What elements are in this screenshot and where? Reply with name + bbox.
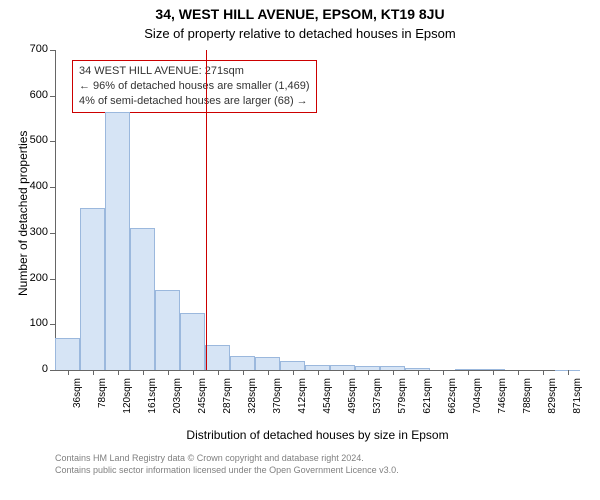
reference-line [206,50,207,370]
x-tick-label: 454sqm [322,378,333,420]
chart-subtitle: Size of property relative to detached ho… [0,26,600,41]
x-tick-label: 287sqm [222,378,233,420]
annotation-line-2: ← 96% of detached houses are smaller (1,… [79,79,310,94]
chart-title: 34, WEST HILL AVENUE, EPSOM, KT19 8JU [0,6,600,22]
x-tick-label: 537sqm [372,378,383,420]
x-tick-label: 370sqm [272,378,283,420]
y-tick-label: 100 [20,317,48,329]
x-tick-mark [243,370,244,375]
x-tick-label: 245sqm [197,378,208,420]
histogram-bar [55,338,80,370]
y-axis-line [55,50,56,370]
histogram-bar [105,112,130,370]
y-tick-label: 500 [20,134,48,146]
x-tick-label: 36sqm [72,378,83,420]
x-tick-label: 621sqm [422,378,433,420]
x-tick-mark [268,370,269,375]
x-tick-mark [418,370,419,375]
y-tick-label: 700 [20,43,48,55]
x-tick-mark [293,370,294,375]
x-tick-mark [543,370,544,375]
x-tick-mark [343,370,344,375]
y-tick-label: 300 [20,226,48,238]
x-tick-mark [568,370,569,375]
histogram-bar [155,290,180,370]
x-tick-label: 328sqm [247,378,258,420]
histogram-bar [205,345,230,370]
x-tick-label: 788sqm [522,378,533,420]
x-tick-label: 579sqm [397,378,408,420]
x-tick-label: 120sqm [122,378,133,420]
histogram-bar [130,228,155,370]
histogram-bar [280,361,305,370]
footer-line-1: Contains HM Land Registry data © Crown c… [55,452,399,464]
x-tick-label: 829sqm [547,378,558,420]
x-tick-mark [393,370,394,375]
histogram-bar [80,208,105,370]
annotation-line-3: 4% of semi-detached houses are larger (6… [79,94,310,109]
footer-credits: Contains HM Land Registry data © Crown c… [55,452,399,476]
x-tick-label: 412sqm [297,378,308,420]
x-tick-mark [118,370,119,375]
x-axis-label: Distribution of detached houses by size … [55,428,580,442]
annotation-line-1: 34 WEST HILL AVENUE: 271sqm [79,64,310,79]
x-tick-label: 203sqm [172,378,183,420]
histogram-bar [180,313,205,370]
footer-line-2: Contains public sector information licen… [55,464,399,476]
x-tick-mark [443,370,444,375]
x-tick-label: 78sqm [97,378,108,420]
histogram-bar [255,357,280,370]
x-tick-mark [93,370,94,375]
x-tick-mark [218,370,219,375]
x-tick-mark [143,370,144,375]
x-tick-label: 662sqm [447,378,458,420]
y-tick-label: 400 [20,180,48,192]
y-tick-label: 200 [20,272,48,284]
x-tick-mark [318,370,319,375]
x-tick-mark [168,370,169,375]
histogram-bar [230,356,255,370]
x-tick-label: 704sqm [472,378,483,420]
x-tick-mark [493,370,494,375]
y-tick-label: 600 [20,89,48,101]
x-tick-label: 161sqm [147,378,158,420]
x-tick-mark [518,370,519,375]
x-tick-label: 871sqm [572,378,583,420]
x-tick-mark [468,370,469,375]
y-tick-label: 0 [20,363,48,375]
x-tick-mark [68,370,69,375]
x-tick-mark [193,370,194,375]
x-tick-mark [368,370,369,375]
x-tick-label: 746sqm [497,378,508,420]
reference-annotation: 34 WEST HILL AVENUE: 271sqm ← 96% of det… [72,60,317,113]
x-tick-label: 495sqm [347,378,358,420]
